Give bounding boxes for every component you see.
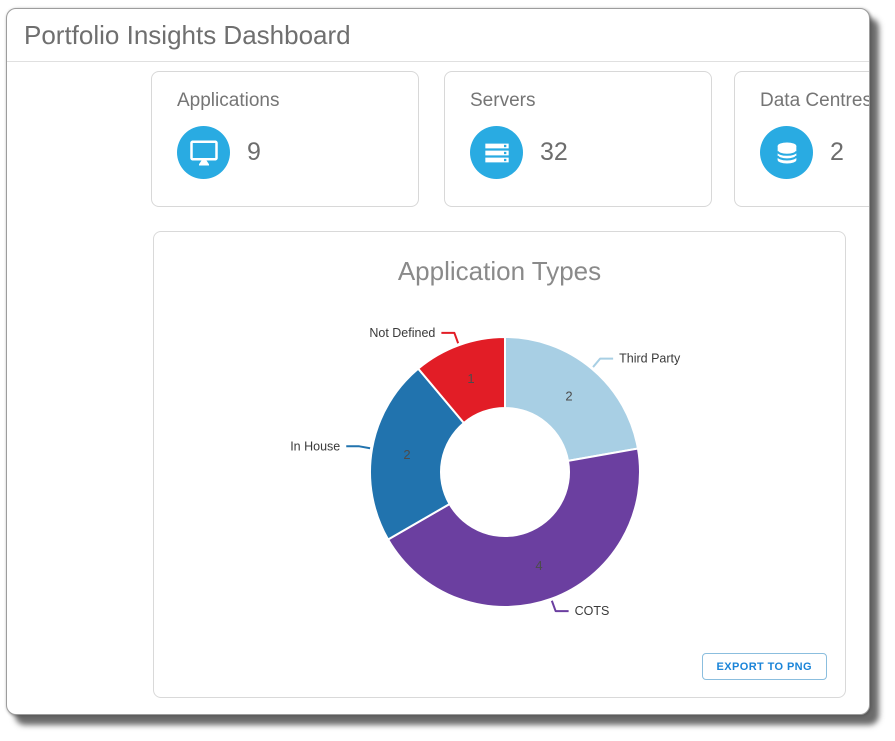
donut-label-leader-line (441, 331, 460, 344)
server-stack-icon (470, 126, 523, 179)
export-to-png-button[interactable]: EXPORT TO PNG (701, 653, 827, 680)
donut-slice-in-house[interactable] (369, 367, 465, 541)
stat-card-label: Data Centres (760, 90, 870, 111)
stat-card-applications: Applications 9 (151, 71, 419, 207)
donut-category-label: Not Defined (369, 326, 435, 340)
application-types-chart-card: Application Types 2 Third Party 4 COTS 2 In H… (153, 231, 846, 698)
donut-label-leader-line (550, 600, 569, 613)
stat-card-servers: Servers 32 (444, 71, 712, 207)
donut-category-label: COTS (575, 604, 610, 618)
donut-label-leader-line (346, 445, 371, 450)
donut-label-leader-line (592, 357, 614, 368)
stat-card-value: 2 (830, 138, 844, 166)
donut-value-label: 4 (535, 558, 542, 573)
donut-category-label: In House (290, 439, 340, 453)
stat-card-label: Applications (177, 90, 280, 111)
chart-title: Application Types (397, 256, 602, 286)
database-icon (760, 126, 813, 179)
donut-category-label: Third Party (619, 352, 681, 366)
donut-slice-not-defined[interactable] (417, 336, 506, 424)
stat-card-value: 32 (540, 138, 568, 166)
stat-card-value: 9 (247, 138, 261, 166)
stat-card-label: Servers (470, 90, 536, 111)
app-header: Portfolio Insights Dashboard (7, 9, 869, 62)
donut-value-label: 1 (467, 371, 474, 386)
donut-slice-cots[interactable] (387, 447, 641, 608)
stat-card-data-centres: Data Centres 2 (734, 71, 870, 207)
dashboard-window: Portfolio Insights Dashboard Application… (6, 8, 870, 715)
donut-value-label: 2 (565, 388, 572, 403)
donut-slice-third-party[interactable] (504, 336, 639, 462)
monitor-icon (177, 126, 230, 179)
donut-value-label: 2 (403, 447, 410, 462)
application-types-donut-chart: 2 Third Party 4 COTS 2 In House 1 Not Defined (290, 326, 681, 618)
page-title: Portfolio Insights Dashboard (24, 19, 351, 50)
